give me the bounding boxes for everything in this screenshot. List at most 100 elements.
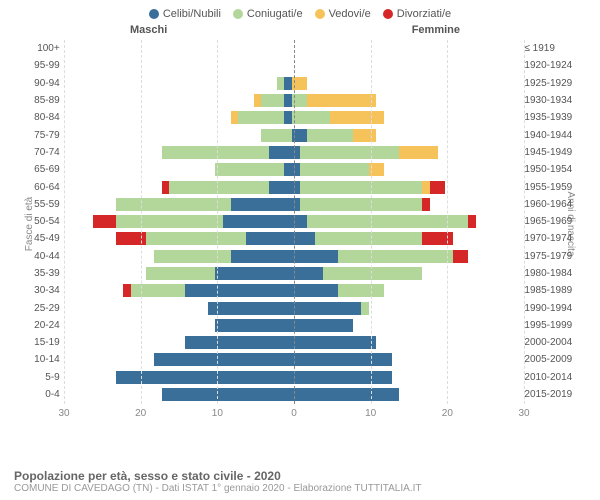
- x-tick: 0: [291, 408, 297, 419]
- bar-segment: [430, 181, 445, 194]
- male-bar: [64, 77, 292, 90]
- birth-label: 1945-1949: [520, 147, 580, 158]
- male-bar: [64, 111, 292, 124]
- male-bar: [64, 59, 292, 72]
- bar-segment: [116, 371, 292, 384]
- bar-segment: [261, 94, 284, 107]
- x-tick: 30: [58, 408, 69, 419]
- bar-segment: [93, 215, 116, 228]
- bar-segment: [231, 250, 292, 263]
- legend-item: Celibi/Nubili: [149, 8, 221, 20]
- age-label: 10-14: [20, 354, 64, 365]
- female-bar: [292, 267, 520, 280]
- female-bar: [292, 371, 520, 384]
- chart-area: Maschi Femmine Fasce di età Anni di nasc…: [20, 24, 580, 424]
- bar-segment: [254, 94, 262, 107]
- bar-segment: [292, 388, 399, 401]
- female-bar: [292, 163, 520, 176]
- bar-segment: [399, 146, 437, 159]
- female-bar: [292, 77, 520, 90]
- pyramid-row: 15-192000-2004: [20, 334, 580, 351]
- birth-label: 1990-1994: [520, 303, 580, 314]
- male-bar: [64, 284, 292, 297]
- grid-line: [64, 40, 65, 404]
- bar-segment: [468, 215, 476, 228]
- pyramid-row: 40-441975-1979: [20, 248, 580, 265]
- pyramid-row: 100+≤ 1919: [20, 40, 580, 57]
- footer-sub: COMUNE DI CAVEDAGO (TN) - Dati ISTAT 1° …: [14, 483, 586, 494]
- female-bar: [292, 250, 520, 263]
- female-bar: [292, 336, 520, 349]
- birth-label: 1925-1929: [520, 78, 580, 89]
- age-label: 80-84: [20, 112, 64, 123]
- birth-label: 1920-1924: [520, 60, 580, 71]
- male-bar: [64, 181, 292, 194]
- birth-label: 1985-1989: [520, 285, 580, 296]
- age-label: 25-29: [20, 303, 64, 314]
- bar-segment: [300, 198, 423, 211]
- x-tick: 30: [518, 408, 529, 419]
- male-bar: [64, 198, 292, 211]
- female-bar: [292, 42, 520, 55]
- bar-segment: [307, 215, 468, 228]
- bar-segment: [307, 94, 376, 107]
- bar-segment: [246, 232, 292, 245]
- pyramid-row: 25-29 1990-1994: [20, 299, 580, 316]
- bar-segment: [300, 163, 369, 176]
- bar-segment: [269, 181, 292, 194]
- x-tick: 20: [442, 408, 453, 419]
- pyramid-row: 95-991920-1924: [20, 57, 580, 74]
- legend-swatch: [233, 9, 243, 19]
- gender-female-label: Femmine: [412, 24, 460, 36]
- bar-segment: [315, 232, 422, 245]
- bar-segment: [292, 302, 361, 315]
- gender-male-label: Maschi: [130, 24, 167, 36]
- grid-line: [447, 40, 448, 404]
- bar-segment: [215, 319, 292, 332]
- bar-segment: [338, 284, 384, 297]
- female-bar: [292, 232, 520, 245]
- female-bar: [292, 284, 520, 297]
- birth-label: 1965-1969: [520, 216, 580, 227]
- bar-segment: [116, 215, 223, 228]
- legend-label: Celibi/Nubili: [163, 8, 221, 20]
- male-bar: [64, 250, 292, 263]
- bar-segment: [215, 267, 292, 280]
- bar-segment: [323, 267, 423, 280]
- bar-segment: [116, 232, 147, 245]
- bar-segment: [123, 284, 131, 297]
- bar-segment: [238, 111, 284, 124]
- female-bar: [292, 59, 520, 72]
- male-bar: [64, 302, 292, 315]
- age-label: 0-4: [20, 389, 64, 400]
- female-bar: [292, 353, 520, 366]
- bar-segment: [292, 284, 338, 297]
- male-bar: [64, 319, 292, 332]
- female-bar: [292, 129, 520, 142]
- bar-segment: [154, 353, 292, 366]
- female-bar: [292, 146, 520, 159]
- birth-label: 1955-1959: [520, 182, 580, 193]
- birth-label: 1960-1964: [520, 199, 580, 210]
- male-bar: [64, 42, 292, 55]
- male-bar: [64, 267, 292, 280]
- birth-label: 1970-1974: [520, 233, 580, 244]
- age-label: 55-59: [20, 199, 64, 210]
- legend-label: Divorziati/e: [397, 8, 451, 20]
- age-label: 50-54: [20, 216, 64, 227]
- bar-segment: [146, 267, 215, 280]
- female-bar: [292, 388, 520, 401]
- bar-segment: [338, 250, 453, 263]
- x-tick: 10: [365, 408, 376, 419]
- male-bar: [64, 388, 292, 401]
- footer-title: Popolazione per età, sesso e stato civil…: [14, 469, 586, 483]
- grid-line: [217, 40, 218, 404]
- age-label: 35-39: [20, 268, 64, 279]
- bar-segment: [162, 146, 269, 159]
- bar-segment: [422, 198, 430, 211]
- bar-segment: [330, 111, 384, 124]
- female-bar: [292, 198, 520, 211]
- pyramid-row: 65-691950-1954: [20, 161, 580, 178]
- birth-label: 2000-2004: [520, 337, 580, 348]
- female-bar: [292, 215, 520, 228]
